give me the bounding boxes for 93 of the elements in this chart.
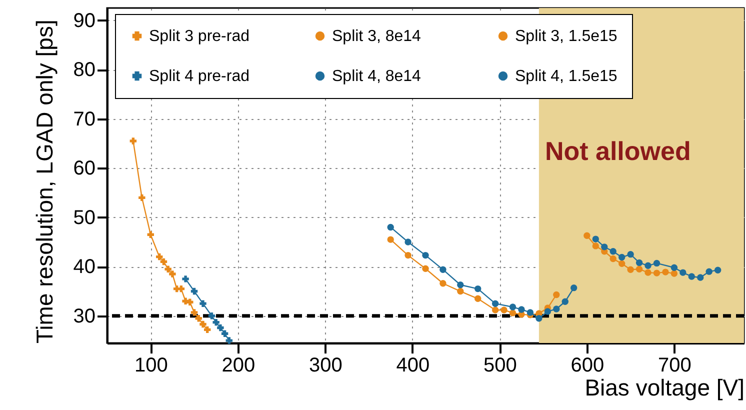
point: [610, 255, 616, 262]
point: [610, 248, 616, 255]
point: [474, 285, 482, 292]
x-tick-label: 400: [396, 354, 430, 376]
legend-label: Split 4 pre-rad: [149, 68, 250, 85]
point: [509, 304, 516, 310]
point: [182, 276, 189, 282]
point: [509, 310, 516, 316]
point: [618, 254, 626, 261]
point: [714, 266, 722, 274]
point: [592, 242, 600, 250]
point: [422, 265, 429, 272]
point: [221, 330, 228, 337]
point: [200, 300, 206, 307]
point: [653, 270, 660, 276]
y-tick-label: 30: [73, 305, 96, 328]
point: [226, 337, 233, 344]
point: [688, 273, 695, 280]
y-axis-title: Time resolution, LGAD only [ps]: [31, 20, 58, 344]
point: [544, 308, 552, 315]
point: [592, 236, 600, 242]
point: [636, 266, 643, 272]
point: [208, 312, 216, 320]
point: [440, 266, 446, 273]
point: [662, 268, 669, 276]
point: [178, 285, 185, 292]
point: [387, 236, 394, 243]
point: [492, 306, 499, 314]
point: [457, 282, 464, 288]
y-tick-label: 50: [73, 206, 96, 229]
point: [670, 270, 678, 277]
x-tick-label: 700: [658, 354, 692, 376]
point: [164, 266, 172, 272]
point: [553, 306, 560, 312]
x-tick-label: 300: [308, 354, 342, 376]
point: [190, 288, 198, 295]
legend-label: Split 3, 1.5e15: [515, 28, 618, 45]
point: [627, 250, 634, 258]
x-tick-label: 100: [134, 354, 168, 376]
point: [130, 138, 137, 144]
point: [160, 258, 168, 266]
point: [526, 309, 534, 316]
point: [492, 300, 499, 307]
point: [680, 269, 686, 276]
x-tick-label: 200: [222, 354, 256, 376]
point: [706, 268, 712, 275]
point: [186, 298, 194, 306]
point: [518, 306, 525, 313]
x-tick-label: 500: [483, 354, 517, 376]
point: [601, 244, 608, 250]
point: [200, 320, 206, 328]
point: [584, 232, 590, 239]
point: [147, 231, 154, 238]
point: [156, 253, 163, 260]
point: [562, 298, 568, 305]
point: [169, 270, 176, 278]
point: [553, 291, 560, 298]
legend-label: Split 4, 8e14: [332, 68, 422, 85]
point: [404, 252, 412, 259]
point: [500, 306, 508, 314]
y-tick-label: 40: [73, 256, 96, 278]
point: [653, 260, 660, 267]
y-tick-label: 70: [73, 108, 96, 130]
legend-label: Split 3 pre-rad: [149, 28, 250, 45]
point: [387, 224, 394, 231]
point: [474, 295, 482, 302]
legend-label: Split 3, 8e14: [332, 28, 422, 45]
point: [697, 274, 704, 281]
point: [404, 238, 412, 246]
point: [618, 260, 626, 268]
point: [190, 309, 198, 316]
x-tick-label: 600: [570, 354, 604, 376]
point: [670, 264, 678, 271]
point: [570, 284, 578, 292]
point: [644, 262, 652, 269]
point: [422, 252, 429, 259]
point: [627, 266, 634, 273]
band-label: Not allowed: [544, 136, 691, 166]
point: [440, 280, 446, 287]
point: [457, 288, 464, 295]
y-tick-label: 90: [73, 10, 96, 32]
y-tick-label: 80: [73, 59, 96, 82]
point: [536, 315, 542, 322]
point: [644, 269, 652, 276]
y-tick-label: 60: [73, 158, 96, 180]
x-axis-title: Bias voltage [V]: [584, 374, 744, 400]
legend-label: Split 4, 1.5e15: [515, 68, 618, 85]
point: [217, 324, 224, 332]
point: [212, 318, 220, 326]
point: [195, 315, 202, 322]
point: [636, 259, 643, 266]
point: [204, 326, 211, 334]
point: [138, 194, 146, 202]
